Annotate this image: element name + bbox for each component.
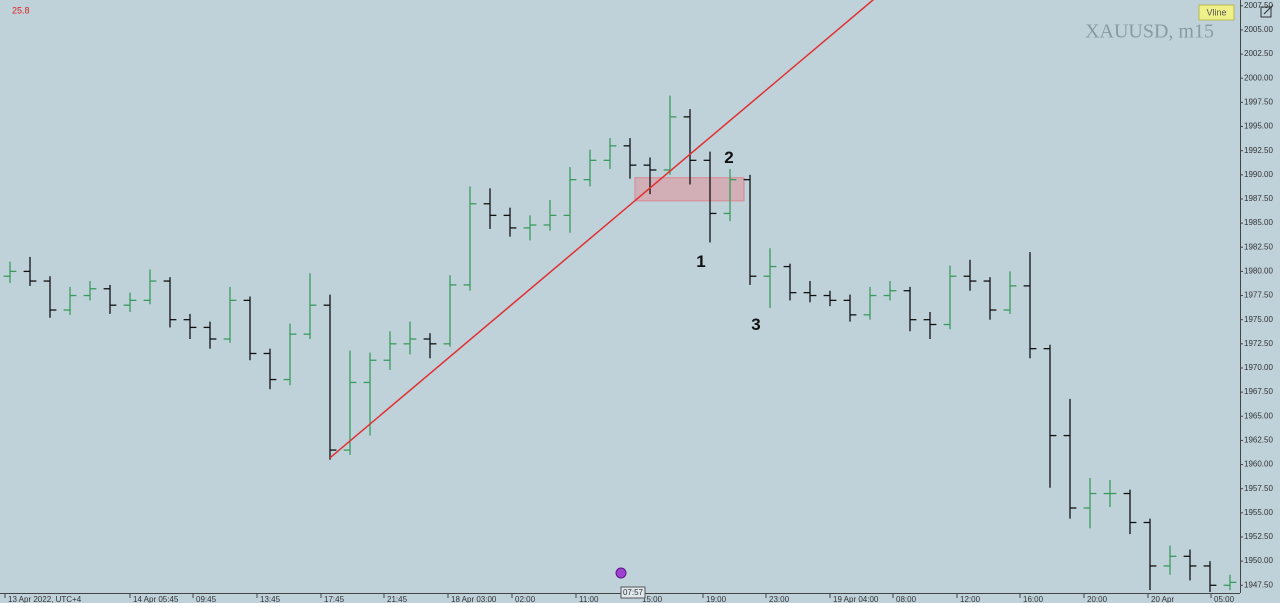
y-tick-label: 1960.00 (1244, 460, 1273, 469)
vline-button[interactable]: Vline (1198, 4, 1235, 21)
x-tick-label: 11:00 (579, 595, 599, 603)
button-label[interactable]: Vline (1206, 7, 1226, 17)
plot-area (3, 0, 1237, 593)
trendline (329, 0, 875, 459)
x-tick-label: 17:45 (324, 595, 345, 603)
cursor-marker (615, 567, 627, 579)
cursor-time: 07:57 (620, 586, 646, 599)
y-tick-label: 1977.50 (1244, 291, 1273, 300)
x-tick-label: 20 Apr (1151, 595, 1174, 603)
y-tick-label: 1982.50 (1244, 242, 1273, 251)
x-tick-label: 09:45 (196, 595, 217, 603)
y-tick-label: 2000.00 (1244, 73, 1273, 82)
y-tick-label: 1990.00 (1244, 170, 1273, 179)
y-tick-label: 1962.50 (1244, 436, 1273, 445)
y-tick-label: 1972.50 (1244, 339, 1273, 348)
x-tick-label: 02:00 (515, 595, 536, 603)
symbol-watermark: XAUUSD, m15 (1085, 21, 1214, 43)
x-tick-label: 13:45 (260, 595, 281, 603)
annotation: 3 (751, 315, 760, 334)
x-tick-label: 19:00 (706, 595, 727, 603)
cursor-time-bg (620, 586, 646, 599)
y-tick-label: 1967.50 (1244, 387, 1273, 396)
x-tick-label: 21:45 (387, 595, 408, 603)
x-tick-label: 08:00 (896, 595, 917, 603)
y-tick-label: 1965.00 (1244, 411, 1273, 420)
x-tick-label: 15:00 (642, 595, 663, 603)
y-tick-label: 2005.00 (1244, 25, 1273, 34)
x-tick-label: 18 Apr 03:00 (451, 595, 497, 603)
y-tick-label: 1987.50 (1244, 194, 1273, 203)
y-tick-label: 1952.50 (1244, 532, 1273, 541)
x-tick-label: 20:00 (1087, 595, 1108, 603)
x-tick-label: 14 Apr 05:45 (133, 595, 179, 603)
y-tick-label: 1997.50 (1244, 97, 1273, 106)
y-tick-label: 1995.00 (1244, 122, 1273, 131)
indicator-value: 25.8 (12, 5, 30, 15)
cursor-time-label: 07:57 (623, 588, 644, 597)
y-tick-label: 2002.50 (1244, 49, 1273, 58)
y-tick-label: 1957.50 (1244, 484, 1273, 493)
y-tick-label: 2007.50 (1244, 1, 1273, 10)
y-tick-label: 1985.00 (1244, 218, 1273, 227)
x-tick-label: 05:00 (1214, 595, 1235, 603)
expand-icon[interactable] (1260, 4, 1274, 18)
icon-box[interactable] (1260, 6, 1272, 18)
x-tick-label: 12:00 (960, 595, 981, 603)
icon-arrow[interactable] (1263, 4, 1274, 15)
y-tick-label: 1950.00 (1244, 556, 1273, 565)
y-tick-label: 1955.00 (1244, 508, 1273, 517)
annotation: 2 (724, 148, 733, 167)
annotation: 1 (696, 252, 705, 271)
x-tick-label: 16:00 (1023, 595, 1044, 603)
x-tick-label: 23:00 (769, 595, 790, 603)
y-tick-label: 1970.00 (1244, 363, 1273, 372)
y-tick-label: 1947.50 (1244, 580, 1273, 589)
y-tick-label: 1975.00 (1244, 315, 1273, 324)
button-bg[interactable] (1198, 4, 1235, 21)
x-tick-label: 19 Apr 04:00 (833, 595, 879, 603)
x-tick-label: 13 Apr 2022, UTC+4 (8, 595, 82, 603)
y-tick-label: 1980.00 (1244, 266, 1273, 275)
y-tick-label: 1992.50 (1244, 146, 1273, 155)
